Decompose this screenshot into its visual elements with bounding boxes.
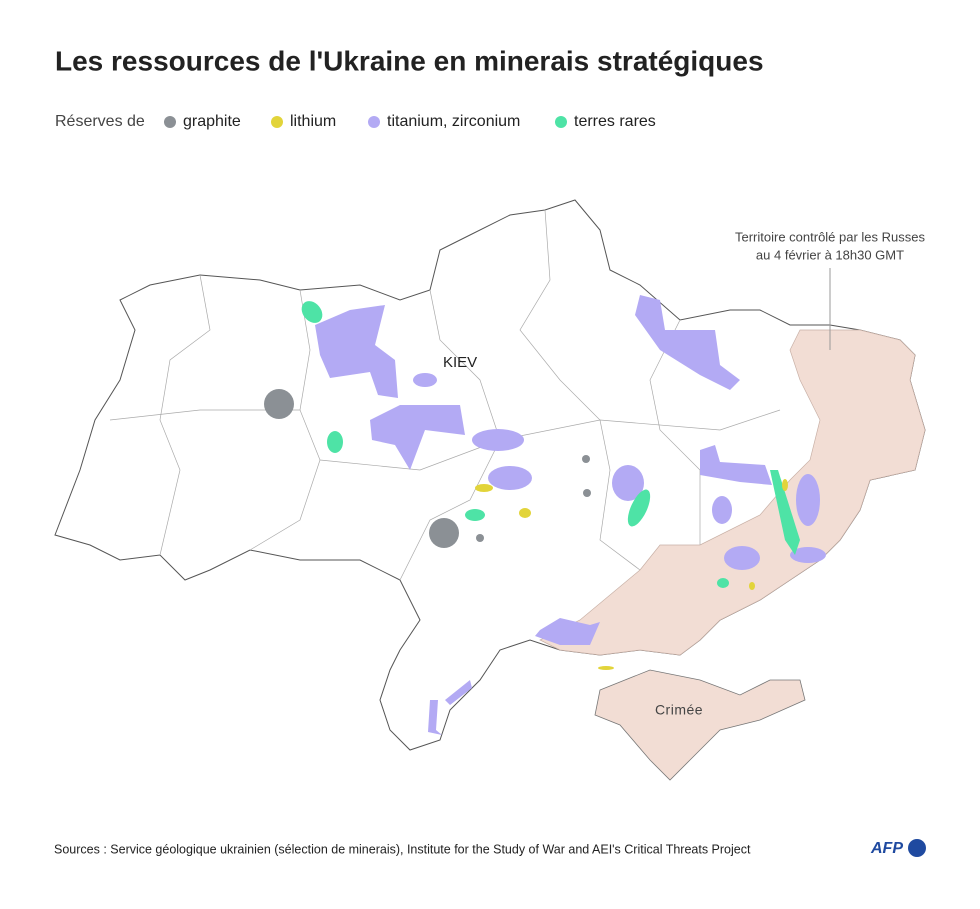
- legend-label: Réserves de: [55, 113, 145, 130]
- legend-item: lithium: [290, 113, 336, 130]
- titanium-deposits: [315, 295, 826, 735]
- legend-swatch: [271, 116, 283, 128]
- legend-item: terres rares: [574, 113, 656, 130]
- sources: Sources : Service géologique ukrainien (…: [54, 842, 751, 856]
- logo: AFP: [870, 840, 903, 857]
- region-borders: [109, 209, 781, 581]
- rare-earth-deposits: [301, 301, 800, 588]
- legend: graphite lithium titanium, zirconium terres…: [164, 113, 656, 130]
- capital-label: KIEV: [443, 354, 477, 371]
- logo-dot: [908, 839, 926, 857]
- graphite-deposits: [264, 389, 591, 548]
- legend-swatch: [368, 116, 380, 128]
- annotation-line: Territoire contrôlé par les Russes: [735, 229, 926, 244]
- legend-item: titanium, zirconium: [387, 113, 520, 130]
- legend-swatch: [555, 116, 567, 128]
- title: Les ressources de l'Ukraine en minerais …: [55, 45, 764, 76]
- crimea-label: Crimée: [655, 702, 703, 718]
- annotation-line: au 4 février à 18h30 GMT: [756, 247, 904, 262]
- lithium-deposits: [475, 479, 788, 670]
- crimea: [594, 669, 806, 781]
- legend-swatch: [164, 116, 176, 128]
- russian-controlled-area: [539, 329, 926, 656]
- legend-item: graphite: [183, 113, 241, 130]
